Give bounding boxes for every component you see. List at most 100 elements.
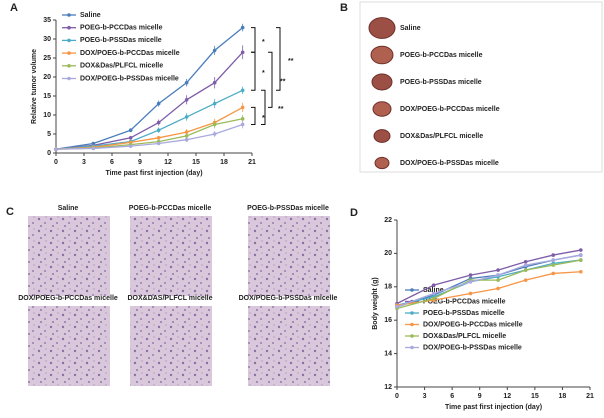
legend-label: Saline xyxy=(80,12,101,19)
data-point xyxy=(240,105,245,110)
data-point xyxy=(184,134,189,138)
legend-label: POEG-b-PSSDas micelle xyxy=(423,310,505,317)
data-point xyxy=(184,137,189,142)
data-point xyxy=(496,273,500,277)
histology-image xyxy=(248,216,330,296)
histology-title: POEG-b-PSSDas micelle xyxy=(247,205,329,212)
legend-marker xyxy=(410,322,414,327)
y-tick-label: 25 xyxy=(43,55,51,62)
x-tick-label: 12 xyxy=(503,393,511,400)
tumor-label: DOX/POEG-b-PSSDas micelle xyxy=(400,160,499,167)
tumor-label: DOX/POEG-b-PCCDas micelle xyxy=(400,106,500,113)
legend-label: POEG-b-PSSDas micelle xyxy=(80,37,162,44)
y-tick-label: 0 xyxy=(47,150,51,157)
y-tick-label: 12 xyxy=(384,384,392,391)
data-point xyxy=(184,80,189,85)
data-point xyxy=(156,128,161,132)
x-tick-label: 21 xyxy=(248,159,256,166)
x-tick-label: 15 xyxy=(192,159,200,166)
panel-label: C xyxy=(6,206,14,218)
data-point xyxy=(523,278,528,282)
y-tick-label: 22 xyxy=(384,217,392,224)
legend-label: DOX/POEG-b-PSSDas micelle xyxy=(423,344,522,351)
x-axis-label: Time past first injection (day) xyxy=(445,404,542,411)
y-tick-label: 20 xyxy=(43,74,51,81)
x-tick-label: 6 xyxy=(450,393,454,400)
x-tick-label: 12 xyxy=(164,159,172,166)
tumor-photo xyxy=(373,129,391,143)
y-tick-label: 15 xyxy=(43,93,51,100)
data-point xyxy=(212,48,217,53)
y-tick-label: 20 xyxy=(384,250,392,257)
y-tick-label: 35 xyxy=(43,17,51,24)
y-tick-label: 16 xyxy=(384,317,392,324)
legend-marker xyxy=(67,51,71,55)
significance-label: * xyxy=(262,115,265,122)
data-point xyxy=(551,271,556,276)
data-point xyxy=(431,296,436,301)
histology-title: DOX&DAS/PLFCL micelle xyxy=(127,295,212,302)
legend-label: POEG-b-PCCDas micelle xyxy=(423,298,506,305)
data-point xyxy=(431,291,436,296)
legend-marker xyxy=(67,38,71,43)
data-point xyxy=(240,122,245,127)
data-point xyxy=(496,278,500,282)
significance-label: * xyxy=(262,39,265,46)
y-axis-label: Relative tumor volume xyxy=(31,49,38,124)
x-tick-label: 6 xyxy=(110,159,114,166)
tumor-label: DOX&Das/PLFCL micelle xyxy=(400,133,483,140)
significance-label: ** xyxy=(288,58,294,65)
histology-title: DOX/POEG-b-PCCDas micelle xyxy=(18,295,118,302)
data-point xyxy=(468,273,473,277)
data-point xyxy=(395,305,399,309)
data-point xyxy=(523,268,528,272)
legend-marker xyxy=(410,288,414,292)
data-point xyxy=(128,128,133,132)
significance-label: ** xyxy=(278,106,284,113)
data-point xyxy=(212,80,217,85)
legend-label: DOX/POEG-b-PSSDas micelle xyxy=(80,75,179,82)
panel-label: A xyxy=(10,2,18,14)
data-point xyxy=(468,291,473,296)
data-point xyxy=(212,132,217,136)
x-tick-label: 0 xyxy=(395,393,399,400)
significance-bracket xyxy=(251,51,256,91)
y-tick-label: 14 xyxy=(384,350,392,357)
tumor-photo xyxy=(372,101,392,117)
tumor-photo xyxy=(371,73,393,91)
legend-marker xyxy=(410,345,414,350)
significance-bracket xyxy=(261,89,266,125)
data-point xyxy=(579,248,583,252)
x-tick-label: 0 xyxy=(54,159,58,166)
data-point xyxy=(240,88,245,93)
data-point xyxy=(551,253,556,257)
histology-title: POEG-b-PCCDas micelle xyxy=(129,205,212,212)
data-point xyxy=(579,269,583,274)
histology-image xyxy=(28,216,110,296)
legend-label: DOX&Das/PLFCL micelle xyxy=(80,63,163,70)
data-point xyxy=(579,253,583,257)
y-tick-label: 10 xyxy=(43,112,51,119)
data-point xyxy=(54,147,58,151)
x-tick-label: 9 xyxy=(138,159,142,166)
tumor-photo xyxy=(374,156,390,170)
data-point xyxy=(496,268,500,272)
x-tick-label: 18 xyxy=(559,393,567,400)
data-point xyxy=(579,258,583,262)
data-point xyxy=(431,283,436,287)
x-tick-label: 9 xyxy=(478,393,482,400)
histology-image xyxy=(248,306,330,386)
histology-title: DOX/POEG-b-PSSDas micelle xyxy=(239,295,338,302)
legend-label: DOX&Das/PLFCL micelle xyxy=(423,333,506,340)
legend-marker xyxy=(67,13,71,17)
legend-label: DOX/POEG-b-PCCDas micelle xyxy=(80,50,180,57)
x-tick-label: 15 xyxy=(531,393,539,400)
x-tick-label: 3 xyxy=(82,159,86,166)
tumor-photo xyxy=(368,17,396,39)
data-point xyxy=(551,258,556,262)
panel-label: D xyxy=(350,207,358,219)
data-point xyxy=(523,259,528,264)
significance-bracket xyxy=(268,51,273,108)
data-point xyxy=(156,136,161,140)
